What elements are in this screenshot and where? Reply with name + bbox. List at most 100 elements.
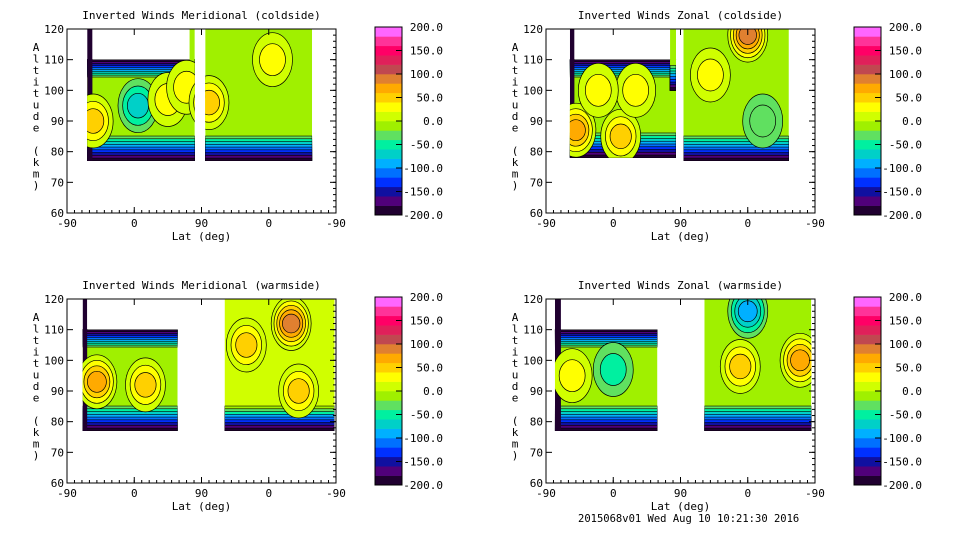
- colorbar-band: [375, 27, 402, 37]
- y-tick-label: 70: [51, 176, 64, 189]
- colorbar-band: [375, 64, 402, 75]
- colorbar-band: [375, 306, 402, 317]
- colorbar-band: [375, 74, 402, 84]
- colorbar-band: [375, 83, 402, 94]
- contour-band: [683, 157, 789, 161]
- x-tick-label: -90: [326, 487, 346, 500]
- colorbar-band: [375, 456, 402, 467]
- colorbar-tick-label: 200.0: [410, 21, 443, 34]
- colorbar-tick-label: -200.0: [403, 479, 443, 492]
- plot-title: Inverted Winds Zonal (coldside): [578, 9, 783, 22]
- colorbar-band: [375, 177, 402, 188]
- y-tick-label: 110: [44, 54, 64, 67]
- y-tick-label: 110: [523, 324, 543, 337]
- y-label-char: k: [512, 426, 519, 439]
- contour-blob: [599, 353, 627, 386]
- y-label-char: i: [33, 346, 40, 359]
- colorbar-band: [854, 186, 881, 197]
- colorbar-band: [375, 438, 402, 448]
- colorbar-band: [375, 45, 402, 56]
- colorbar-tick-label: 150.0: [889, 315, 922, 328]
- y-tick-label: 60: [530, 477, 543, 490]
- colorbar-band: [375, 297, 402, 307]
- colorbar-tick-label: -200.0: [403, 209, 443, 222]
- y-label-char: u: [33, 99, 40, 112]
- contour-blob: [197, 89, 220, 116]
- y-label-char: l: [33, 53, 40, 66]
- x-tick-label: 0: [265, 487, 272, 500]
- y-label-char: u: [512, 369, 519, 382]
- y-label-char: i: [512, 346, 519, 359]
- colorbar-band: [854, 419, 881, 429]
- contour-band: [82, 427, 178, 431]
- x-tick-label: 0: [744, 217, 751, 230]
- colorbar-band: [375, 55, 402, 65]
- colorbar-tick-label: -150.0: [403, 456, 443, 469]
- colorbar-band: [375, 205, 402, 216]
- y-tick-label: 120: [523, 23, 543, 36]
- y-label-char: k: [33, 156, 40, 169]
- colorbar-tick-label: 100.0: [889, 68, 922, 81]
- colorbar-tick-label: 50.0: [896, 362, 923, 375]
- field: [82, 299, 335, 431]
- colorbar-band: [375, 475, 402, 486]
- y-label-char: e: [33, 122, 40, 135]
- y-label-char: m: [33, 438, 40, 451]
- colorbar-band: [375, 419, 402, 429]
- colorbar-band: [375, 334, 402, 345]
- colorbar-tick-label: 200.0: [889, 21, 922, 34]
- y-label-char: A: [33, 41, 40, 54]
- contour-blob: [729, 353, 752, 380]
- y-label-char: t: [512, 357, 519, 370]
- colorbar-tick-label: -150.0: [882, 186, 922, 199]
- x-axis-label: Lat (deg): [172, 230, 232, 243]
- colorbar-band: [854, 36, 881, 47]
- colorbar-band: [854, 130, 881, 141]
- y-label-char: ): [512, 179, 519, 192]
- colorbar-tick-label: 100.0: [410, 68, 443, 81]
- colorbar-band: [854, 74, 881, 84]
- y-tick-label: 100: [523, 354, 543, 367]
- colorbar-band: [854, 466, 881, 476]
- y-label-char: (: [512, 415, 519, 428]
- colorbar-band: [375, 92, 402, 103]
- colorbar-tick-label: 0.0: [902, 115, 922, 128]
- colorbar-band: [854, 381, 881, 392]
- field: [569, 29, 789, 161]
- y-label-char: t: [33, 64, 40, 77]
- colorbar-band: [375, 168, 402, 178]
- y-label-char: d: [512, 380, 519, 393]
- colorbar-band: [375, 391, 402, 401]
- colorbar-band: [375, 372, 402, 382]
- x-tick-label: -90: [57, 487, 77, 500]
- colorbar-tick-label: 50.0: [417, 362, 444, 375]
- field: [554, 299, 812, 431]
- colorbar-band: [375, 158, 402, 169]
- contour-blob: [287, 378, 310, 404]
- colorbar-tick-label: 200.0: [889, 291, 922, 304]
- contour-blob: [126, 92, 150, 119]
- y-tick-label: 120: [523, 293, 543, 306]
- x-tick-label: -90: [805, 217, 825, 230]
- x-tick-label: -90: [805, 487, 825, 500]
- y-label-char: e: [33, 392, 40, 405]
- contour-band: [87, 59, 196, 62]
- colorbar-tick-label: -100.0: [882, 162, 922, 175]
- colorbar-band: [854, 83, 881, 94]
- plot-title: Inverted Winds Meridional (coldside): [82, 9, 320, 22]
- y-label-char: m: [512, 438, 519, 451]
- y-label-char: A: [33, 311, 40, 324]
- region-fill: [670, 29, 677, 91]
- colorbar-band: [375, 196, 402, 206]
- x-tick-label: 0: [265, 217, 272, 230]
- colorbar-tick-label: -200.0: [882, 479, 922, 492]
- colorbar-band: [375, 102, 402, 112]
- colorbar-band: [854, 55, 881, 65]
- contour-blob: [173, 70, 200, 104]
- colorbar-tick-label: 0.0: [423, 115, 443, 128]
- y-tick-label: 120: [44, 23, 64, 36]
